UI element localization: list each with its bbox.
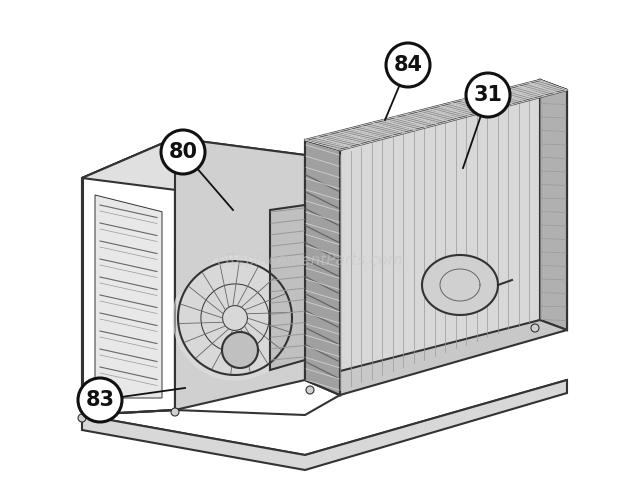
Polygon shape bbox=[540, 80, 567, 330]
Polygon shape bbox=[173, 256, 297, 380]
Circle shape bbox=[531, 324, 539, 332]
Polygon shape bbox=[422, 255, 498, 315]
Circle shape bbox=[78, 414, 86, 422]
Circle shape bbox=[171, 408, 179, 416]
Text: 84: 84 bbox=[394, 55, 422, 75]
Polygon shape bbox=[82, 380, 567, 470]
Polygon shape bbox=[270, 205, 305, 370]
Circle shape bbox=[161, 130, 205, 174]
Text: 80: 80 bbox=[169, 142, 198, 162]
Polygon shape bbox=[222, 332, 258, 368]
Circle shape bbox=[78, 378, 122, 422]
Polygon shape bbox=[175, 138, 305, 410]
Text: 31: 31 bbox=[474, 85, 502, 105]
Polygon shape bbox=[540, 80, 567, 330]
Polygon shape bbox=[305, 140, 340, 395]
Polygon shape bbox=[305, 320, 567, 395]
Text: 83: 83 bbox=[86, 390, 115, 410]
Circle shape bbox=[466, 73, 510, 117]
Polygon shape bbox=[340, 80, 540, 395]
Polygon shape bbox=[82, 138, 305, 195]
Text: eReplacementParts.com: eReplacementParts.com bbox=[216, 252, 404, 267]
Polygon shape bbox=[95, 195, 162, 398]
Circle shape bbox=[386, 43, 430, 87]
Polygon shape bbox=[305, 80, 567, 150]
Circle shape bbox=[306, 386, 314, 394]
Polygon shape bbox=[305, 155, 340, 395]
